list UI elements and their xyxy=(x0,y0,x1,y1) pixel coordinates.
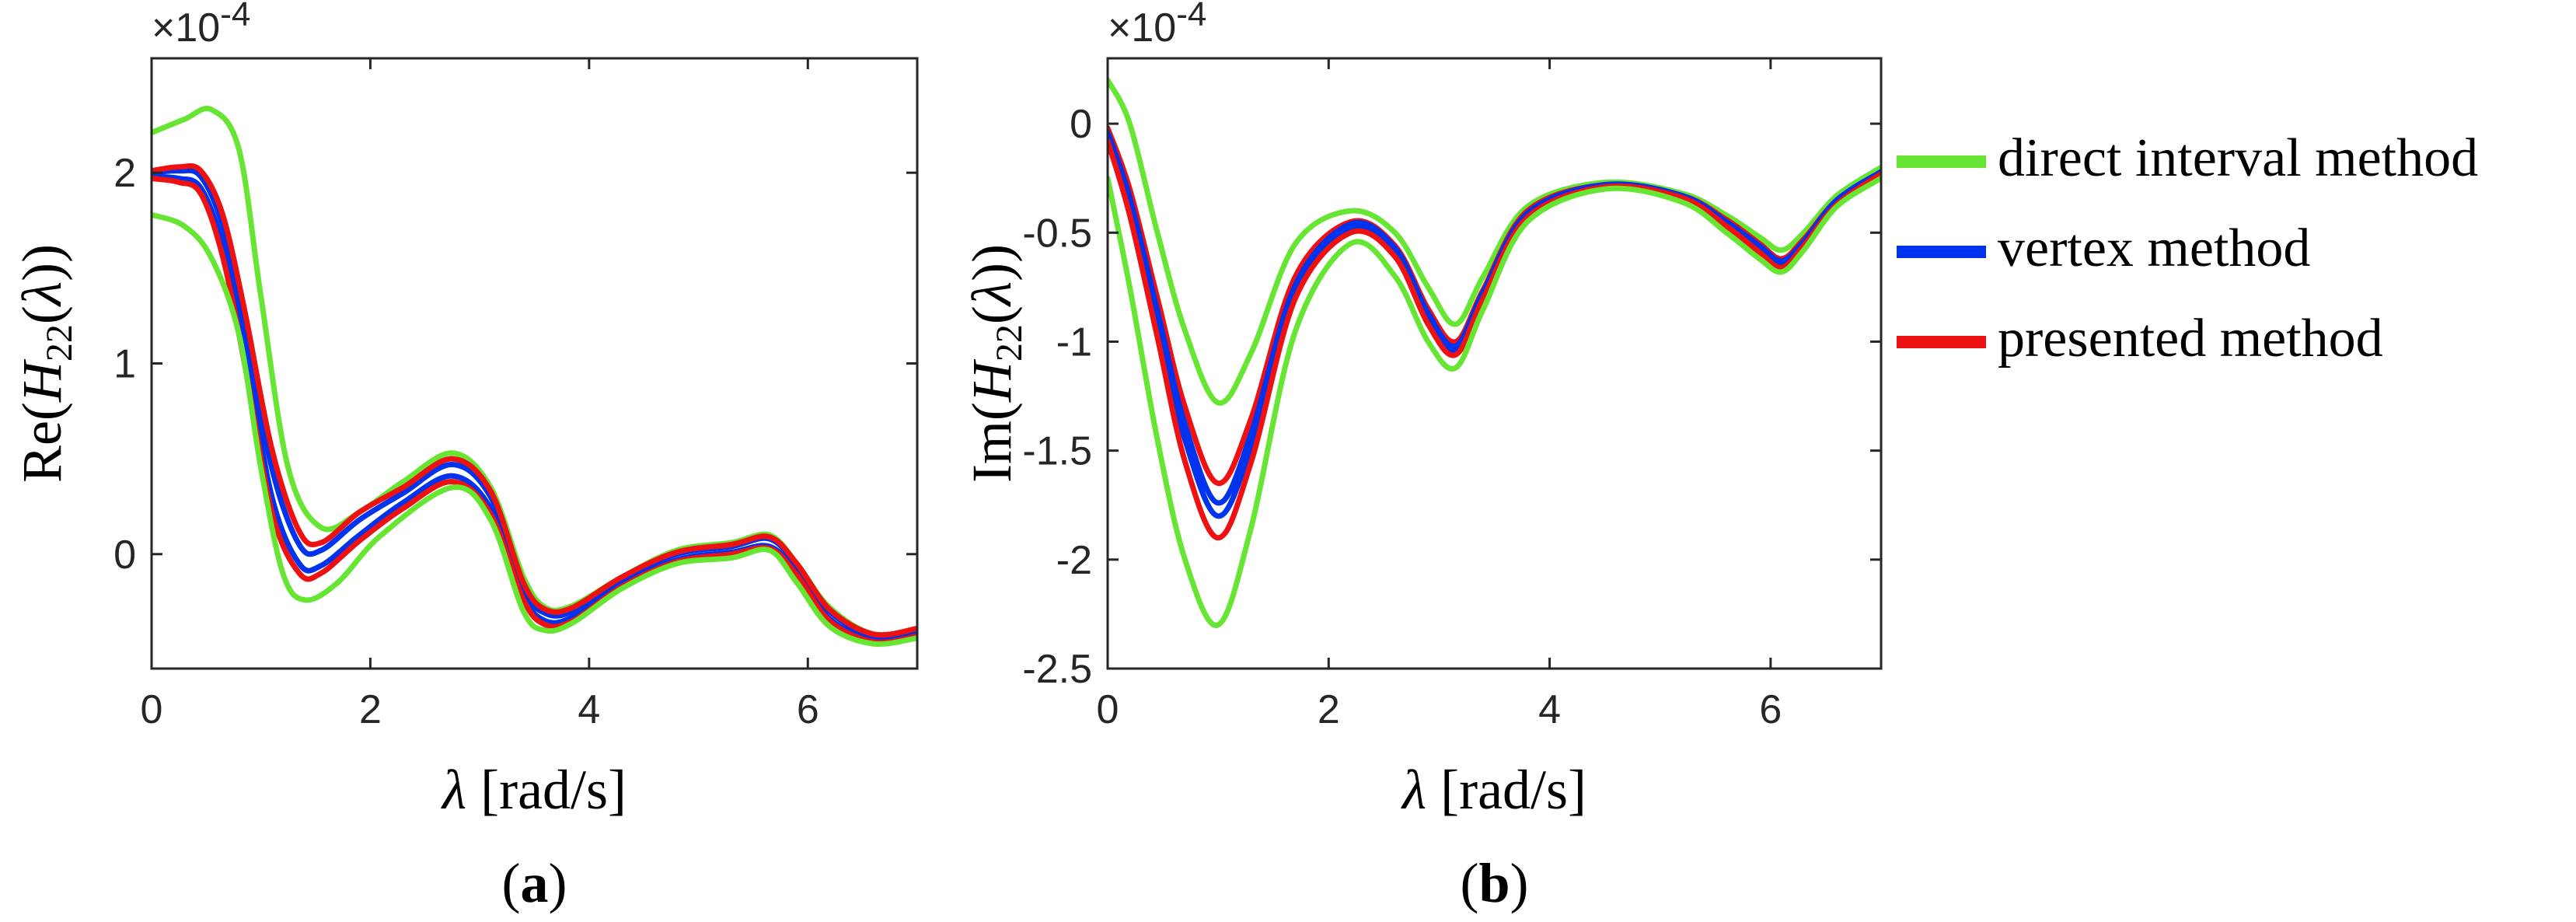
panel-a-ylabel-sub: 22 xyxy=(39,324,80,361)
panel-a-y-ticks: 0 1 2 xyxy=(113,151,917,578)
panel-a-lines xyxy=(152,106,917,648)
panel-b-exponent-label: ×10-4 xyxy=(1108,0,1206,51)
legend-entry-vertex: vertex method xyxy=(1897,207,2573,297)
panel-a-xlabel-var: λ xyxy=(441,759,466,821)
legend-swatch-direct-interval xyxy=(1897,155,1986,168)
panel-b-series-vertex-method-upper xyxy=(1108,129,1881,506)
legend-swatch-vertex xyxy=(1897,246,1986,258)
legend: direct interval method vertex method pre… xyxy=(1897,117,2573,387)
panel-b-x-tick-label: 0 xyxy=(1097,687,1119,732)
legend-label-direct-interval: direct interval method xyxy=(1998,128,2479,188)
panel-a-x-tick-label: 2 xyxy=(359,687,382,732)
panel-a-y-tick-label: 1 xyxy=(113,342,136,387)
panel-b-caption-letter: b xyxy=(1478,852,1510,914)
legend-label-vertex: vertex method xyxy=(1998,218,2311,278)
panel-a-ylabel-open: ( xyxy=(11,306,73,324)
panel-b-ylabel-open: ( xyxy=(961,306,1023,324)
panel-a-caption-letter: a xyxy=(521,852,549,914)
panel-a-x-tick-label: 4 xyxy=(578,687,600,732)
panel-b-series-direct-interval-method-lower xyxy=(1108,175,1881,628)
panel-b-ylabel-prefix: Im( xyxy=(961,402,1023,483)
panel-a-caption: (a) xyxy=(502,852,567,914)
panel-b-exponent-power: -4 xyxy=(1176,0,1206,33)
panel-b-y-ticks: 0 -0.5 -1 -1.5 -2 -2.5 xyxy=(1022,102,1881,692)
panel-b-ylabel-sub: 22 xyxy=(989,324,1030,361)
panel-a-ylabel-arg: λ xyxy=(11,281,73,307)
panel-b-x-ticks: 0 2 4 6 xyxy=(1097,58,1782,732)
panel-b-series-vertex-method-lower xyxy=(1108,134,1881,519)
panel-a-exponent-label: ×10-4 xyxy=(152,0,250,51)
panel-a-series-presented-method-upper xyxy=(152,162,917,638)
panel-a-y-tick-label: 2 xyxy=(113,151,136,196)
panel-a-x-ticks: 0 2 4 6 xyxy=(141,58,819,732)
panel-b-xlabel-unit: [rad/s] xyxy=(1440,759,1586,821)
panel-b-x-axis-label: λ [rad/s] xyxy=(1401,759,1586,821)
legend-entry-presented: presented method xyxy=(1897,297,2573,387)
panel-a-exponent-power: -4 xyxy=(220,0,250,33)
panel-b-y-axis-label: Im(H22(λ)) xyxy=(961,244,1030,483)
panel-b-series-presented-method-upper xyxy=(1108,125,1881,487)
panel-a-x-tick-label: 6 xyxy=(797,687,819,732)
panel-a-x-axis-label: λ [rad/s] xyxy=(441,759,627,821)
panel-b-exponent-base: ×10 xyxy=(1108,5,1176,51)
panel-b-ylabel-suffix: )) xyxy=(961,244,1023,281)
panel-b-xlabel-var: λ xyxy=(1401,759,1426,821)
panel-b-y-tick-label: -0.5 xyxy=(1022,211,1092,256)
panel-a-ylabel-var: H xyxy=(11,358,73,403)
panel-b-y-tick-label: -2 xyxy=(1056,538,1092,583)
panel-b-x-tick-label: 2 xyxy=(1318,687,1340,732)
panel-b-y-tick-label: 0 xyxy=(1070,102,1092,147)
panel-a-exponent-base: ×10 xyxy=(152,5,220,51)
panel-b-series-direct-interval-method-upper xyxy=(1108,77,1881,406)
panel-b-y-tick-label: -2.5 xyxy=(1022,647,1092,692)
panel-a-series-direct-interval-method-lower xyxy=(152,211,917,648)
panel-b-plot-frame xyxy=(1106,57,1883,670)
panel-a-xlabel-unit: [rad/s] xyxy=(480,759,627,821)
panel-b-y-tick-label: -1 xyxy=(1056,320,1092,365)
legend-swatch-presented xyxy=(1897,336,1986,348)
legend-entry-direct-interval: direct interval method xyxy=(1897,117,2573,207)
legend-label-presented: presented method xyxy=(1998,309,2383,368)
panel-a-y-tick-label: 0 xyxy=(113,533,136,578)
panel-b-x-tick-label: 6 xyxy=(1759,687,1782,732)
panel-a-ylabel-suffix: )) xyxy=(11,244,73,281)
panel-b-ylabel-var: H xyxy=(961,358,1023,403)
panel-a-y-axis-label: Re(H22(λ)) xyxy=(11,244,80,483)
panel-b-series-presented-method-lower xyxy=(1108,138,1881,541)
panel-a-x-tick-label: 0 xyxy=(141,687,163,732)
panel-b-ylabel-arg: λ xyxy=(961,281,1023,307)
panel-b-caption: (b) xyxy=(1460,852,1528,914)
panel-b-y-tick-label: -1.5 xyxy=(1022,429,1092,474)
panel-a-ylabel-prefix: Re( xyxy=(11,402,73,483)
panel-b-lines xyxy=(1108,77,1881,628)
panel-a-series-direct-interval-method-upper xyxy=(152,106,917,638)
panel-b-x-tick-label: 4 xyxy=(1538,687,1561,732)
